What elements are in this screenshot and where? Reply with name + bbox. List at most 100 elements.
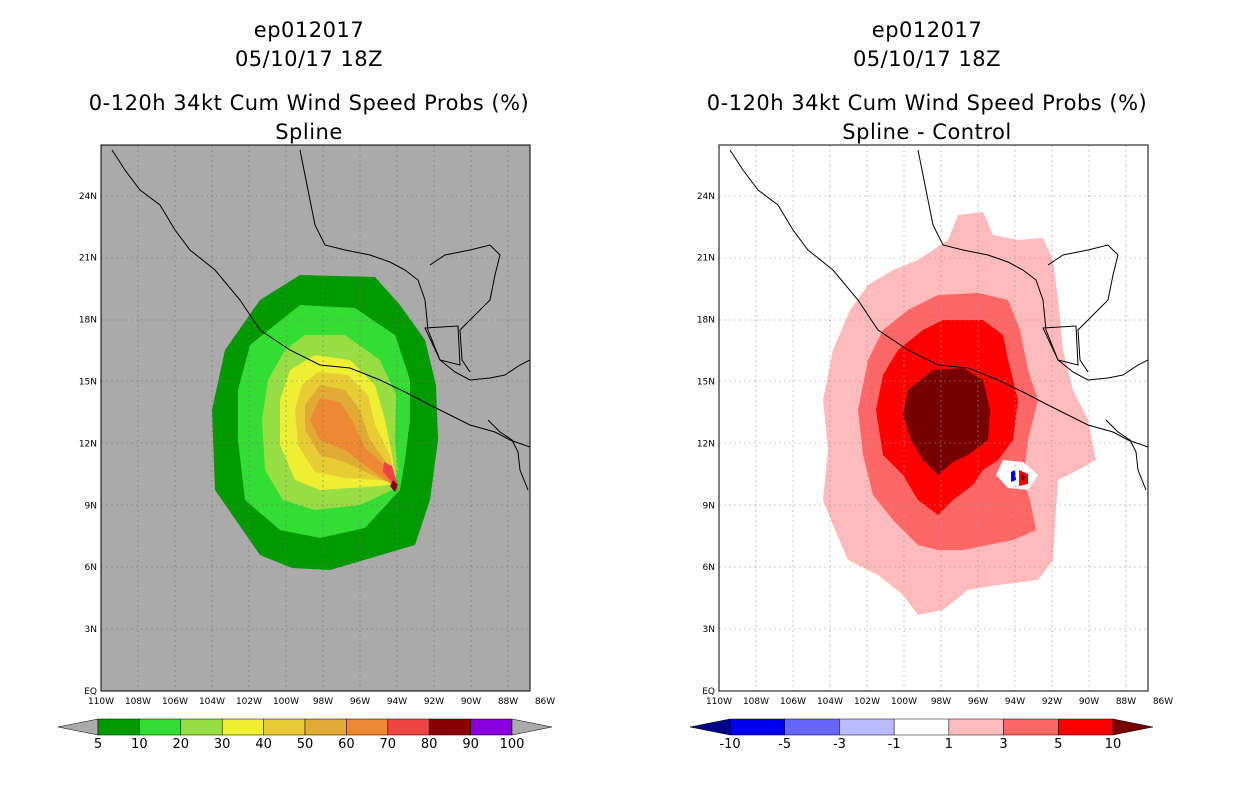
right-lon-label: 86W — [1153, 697, 1173, 707]
left-lat-label: 6N — [85, 563, 97, 573]
right-lat-label: EQ — [702, 687, 715, 697]
right-lon-label: 100W — [891, 697, 917, 707]
right-colorbar-label: 3 — [999, 737, 1008, 752]
right-colorbar-label: 10 — [1104, 737, 1122, 752]
right-lon-label: 106W — [780, 697, 806, 707]
right-colorbar-label: -10 — [719, 737, 741, 752]
right-colorbar-swatch — [893, 718, 950, 736]
left-colorbar-label: 90 — [462, 737, 479, 752]
left-lat-label: 3N — [85, 625, 97, 635]
right-lon-label: 98W — [931, 697, 951, 707]
left-lon-label: 88W — [498, 697, 518, 707]
left-colorbar-swatch — [263, 718, 306, 736]
left-lon-label: 96W — [350, 697, 370, 707]
right-datetime: 05/10/17 18Z — [852, 47, 1002, 71]
left-coastlines — [111, 149, 530, 491]
left-colorbar-label: 80 — [420, 737, 438, 752]
left-lon-label: 108W — [125, 697, 151, 707]
right-colorbar-label: 5 — [1054, 737, 1063, 752]
right-lon-label: 92W — [1042, 697, 1062, 707]
left-lon-label: 110W — [88, 697, 114, 707]
right-lat-label: 3N — [703, 625, 715, 635]
left-colorbar-label: 60 — [338, 737, 355, 752]
left-lon-label: 92W — [424, 697, 444, 707]
left-lat-label: 15N — [79, 378, 97, 388]
right-lat-label: 9N — [703, 501, 715, 511]
left-colorbar-label: 30 — [213, 737, 231, 752]
right-lat-label: 15N — [697, 378, 715, 388]
right-lon-label: 90W — [1079, 697, 1099, 707]
left-colorbar-under-arrow — [57, 718, 99, 736]
left-colorbar-swatch — [346, 718, 389, 736]
left-subtitle: Spline — [275, 120, 343, 144]
left-colorbar-label: 40 — [255, 737, 272, 752]
left-lon-label: 86W — [535, 697, 555, 707]
left-lon-label: 90W — [461, 697, 481, 707]
right-map-svg: 110W 108W 106W 104W 102W 100W 98W 96W 94W 92W 90W 8… — [689, 144, 1173, 736]
left-colorbar-swatch — [428, 718, 471, 736]
left-datetime: 05/10/17 18Z — [234, 47, 384, 71]
left-lon-label: 94W — [387, 697, 407, 707]
left-lon-label: 100W — [273, 697, 299, 707]
left-lat-label: 9N — [85, 501, 97, 511]
right-colorbar-over-arrow — [1112, 718, 1154, 736]
left-lat-label: 21N — [79, 254, 97, 264]
right-map-panel: ep012017 05/10/17 18Z 0-120h 34kt Cum Wi… — [618, 0, 1236, 800]
right-colorbar-swatch — [1058, 718, 1114, 736]
right-lat-label: 18N — [697, 316, 715, 326]
left-colorbar-over-arrow — [511, 718, 553, 736]
left-lat-label: 24N — [79, 192, 97, 202]
left-colorbar-label: 70 — [379, 737, 397, 752]
right-colorbar-under-arrow — [689, 718, 731, 736]
left-colorbar-swatch — [470, 718, 513, 736]
right-difference-contours — [719, 145, 1148, 691]
left-lat-label: EQ — [84, 687, 97, 697]
diff-max-core — [1021, 474, 1026, 481]
left-colorbar-swatch — [221, 718, 264, 736]
left-colorbar-label: 100 — [499, 737, 525, 752]
diff-10 — [903, 368, 990, 475]
left-lon-label: 98W — [313, 697, 333, 707]
right-product-title: 0-120h 34kt Cum Wind Speed Probs (%) — [706, 91, 1148, 115]
right-colorbar-swatch — [784, 718, 840, 736]
left-colorbar-label: 20 — [172, 737, 190, 752]
right-lat-label: 6N — [703, 563, 715, 573]
right-colorbar-label: -3 — [832, 737, 846, 752]
right-colorbar-swatch — [948, 718, 1004, 736]
left-colorbar-swatch — [139, 718, 182, 736]
contour-80 — [390, 480, 398, 492]
left-map-panel: ep012017 05/10/17 18Z 0-120h 34kt Cum Wi… — [57, 18, 555, 752]
right-lon-label: 110W — [706, 697, 732, 707]
right-gridlines — [719, 145, 1148, 691]
left-lon-label: 102W — [236, 697, 262, 707]
left-colorbar-swatch — [304, 718, 347, 736]
left-lat-label: 18N — [79, 316, 97, 326]
left-storm-id: ep012017 — [253, 18, 365, 42]
right-colorbar-swatch — [729, 718, 785, 736]
right-lat-label: 12N — [697, 439, 715, 449]
right-storm-id: ep012017 — [871, 18, 983, 42]
left-colorbar-swatch — [387, 718, 430, 736]
right-colorbar-label: -1 — [887, 737, 901, 752]
right-lon-label: 94W — [1005, 697, 1025, 707]
left-colorbar-swatch — [97, 718, 140, 736]
left-lon-label: 106W — [162, 697, 188, 707]
right-subtitle: Spline - Control — [842, 120, 1012, 144]
left-colorbar-swatch — [180, 718, 223, 736]
right-coastlines — [729, 149, 1148, 491]
right-colorbar-swatch — [1003, 718, 1059, 736]
right-lon-label: 88W — [1116, 697, 1136, 707]
right-colorbar-label: -5 — [778, 737, 792, 752]
left-map-svg: 110W 108W 106W 104W 102W 100W 98W 96W 94W 92W 90W 8… — [57, 144, 555, 736]
right-lon-label: 104W — [817, 697, 843, 707]
left-probability-contours — [101, 145, 530, 691]
right-lat-label: 24N — [697, 192, 715, 202]
left-lat-label: 12N — [79, 439, 97, 449]
left-colorbar-label: 50 — [296, 737, 314, 752]
right-colorbar-label: 1 — [944, 737, 953, 752]
left-product-title: 0-120h 34kt Cum Wind Speed Probs (%) — [88, 91, 530, 115]
right-colorbar-swatch — [839, 718, 895, 736]
right-lon-label: 108W — [743, 697, 769, 707]
left-colorbar-label: 5 — [93, 737, 103, 752]
diff-neg-core — [1011, 470, 1016, 482]
